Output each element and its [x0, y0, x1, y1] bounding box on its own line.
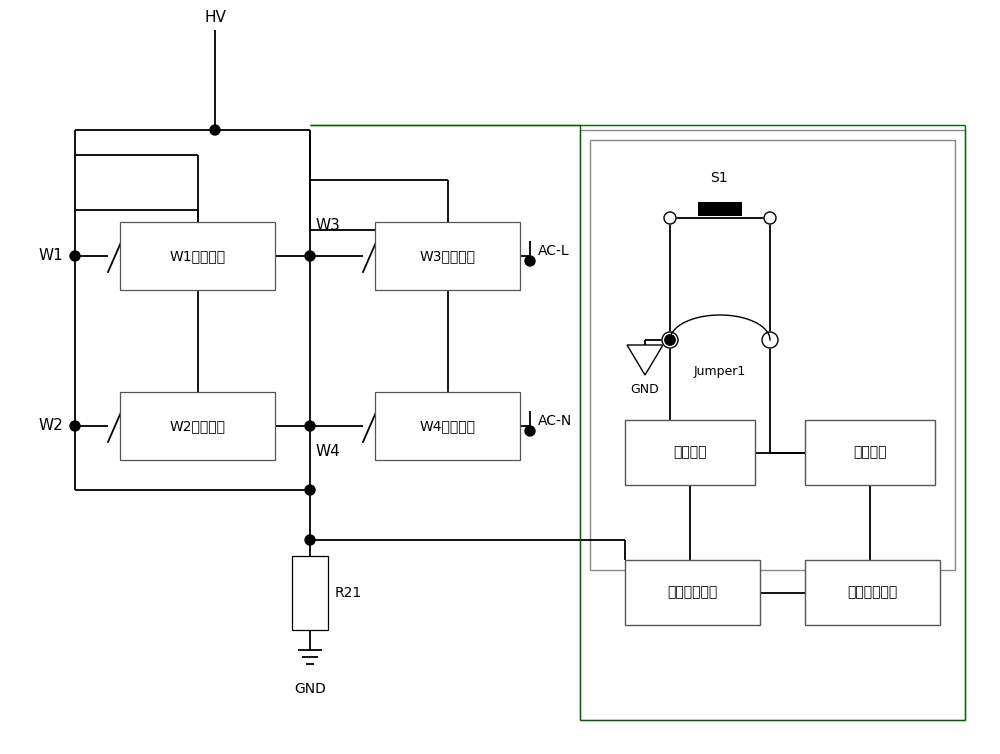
Text: W4驱动电路: W4驱动电路 — [420, 419, 476, 433]
Circle shape — [665, 335, 675, 345]
Bar — [625, 560, 760, 625]
Text: W4: W4 — [315, 443, 340, 458]
Bar — [120, 222, 275, 290]
Text: Jumper1: Jumper1 — [694, 365, 746, 378]
Circle shape — [662, 332, 678, 348]
Bar — [590, 140, 955, 570]
Circle shape — [305, 421, 315, 431]
Bar — [375, 222, 520, 290]
Text: AC-N: AC-N — [538, 414, 572, 428]
Circle shape — [70, 251, 80, 261]
Circle shape — [305, 251, 315, 261]
Text: HV: HV — [204, 10, 226, 25]
Bar — [375, 392, 520, 460]
Text: AC-L: AC-L — [538, 244, 570, 258]
Text: R21: R21 — [335, 586, 362, 600]
Text: W2: W2 — [38, 418, 63, 434]
Circle shape — [665, 335, 675, 345]
Circle shape — [70, 421, 80, 431]
Bar — [805, 420, 935, 485]
Text: W1驱动电路: W1驱动电路 — [169, 249, 226, 263]
Circle shape — [525, 426, 535, 436]
Text: GND: GND — [631, 383, 659, 396]
Bar — [580, 130, 965, 720]
Circle shape — [305, 535, 315, 545]
Bar — [292, 556, 328, 630]
Circle shape — [664, 212, 676, 224]
Circle shape — [764, 212, 776, 224]
Text: 电压检测电路: 电压检测电路 — [847, 586, 898, 599]
Bar — [698, 202, 742, 216]
Text: W2驱动电路: W2驱动电路 — [170, 419, 226, 433]
Text: 记忆电路: 记忆电路 — [673, 446, 707, 459]
Circle shape — [762, 332, 778, 348]
Circle shape — [210, 125, 220, 135]
Text: W1: W1 — [38, 249, 63, 263]
Circle shape — [305, 485, 315, 495]
Text: 电压放大电路: 电压放大电路 — [667, 586, 718, 599]
Text: W3驱动电路: W3驱动电路 — [420, 249, 476, 263]
Text: W3: W3 — [315, 219, 340, 234]
Bar — [120, 392, 275, 460]
Bar — [625, 420, 755, 485]
Text: 控制电路: 控制电路 — [853, 446, 887, 459]
Text: S1: S1 — [710, 171, 728, 185]
Bar — [805, 560, 940, 625]
Circle shape — [525, 256, 535, 266]
Text: GND: GND — [294, 682, 326, 696]
